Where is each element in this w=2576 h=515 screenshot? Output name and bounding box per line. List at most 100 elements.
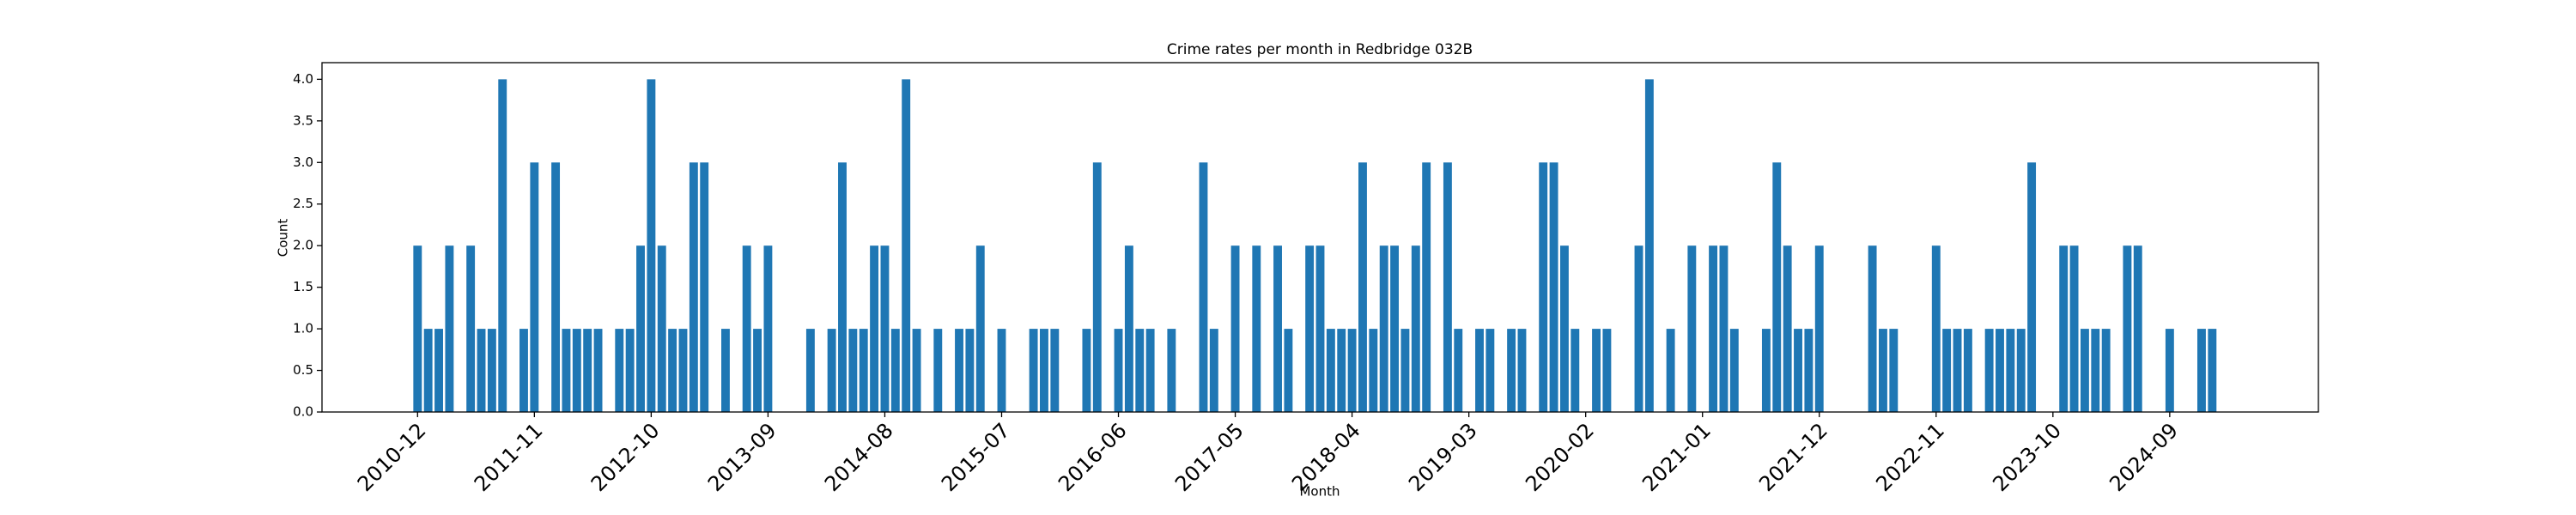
- bar: [2059, 245, 2069, 412]
- bar: [1539, 162, 1548, 413]
- bar: [1347, 329, 1357, 412]
- x-tick-label: 2020-02: [1521, 418, 1599, 496]
- bar: [1996, 329, 2004, 412]
- bar: [2016, 329, 2026, 412]
- x-tick-label: 2021-01: [1637, 418, 1716, 496]
- bar: [1230, 245, 1240, 412]
- x-tick-label: 2021-12: [1754, 418, 1832, 496]
- bar: [1252, 245, 1261, 412]
- bar: [1592, 329, 1601, 412]
- bar: [477, 329, 486, 412]
- bar: [2069, 245, 2079, 412]
- bar: [1889, 329, 1899, 412]
- y-tick-label: 4.0: [293, 71, 313, 87]
- bar: [615, 329, 624, 412]
- bar: [1666, 329, 1675, 412]
- bar: [1794, 329, 1802, 412]
- bar: [1485, 329, 1495, 412]
- bar: [870, 245, 879, 412]
- bar: [1953, 329, 1962, 412]
- bar: [2197, 329, 2206, 412]
- bar: [1634, 245, 1643, 412]
- bar: [1358, 162, 1367, 413]
- bar: [1145, 329, 1155, 412]
- bar: [413, 245, 422, 412]
- x-tick-label: 2010-12: [353, 418, 431, 496]
- bar: [647, 79, 656, 412]
- bar: [848, 329, 858, 412]
- bar: [838, 162, 847, 413]
- bar: [1984, 329, 1994, 412]
- bar: [1549, 162, 1558, 413]
- bar: [1135, 329, 1145, 412]
- x-tick-label: 2016-06: [1054, 418, 1132, 496]
- bar: [2208, 329, 2217, 412]
- x-tick-label: 2011-11: [470, 418, 548, 496]
- bar: [965, 329, 975, 412]
- bar: [827, 329, 836, 412]
- bar: [1114, 329, 1123, 412]
- bar: [1761, 329, 1771, 412]
- bar: [1783, 245, 1792, 412]
- bar: [1029, 329, 1038, 412]
- bar: [1040, 329, 1048, 412]
- bar: [583, 329, 592, 412]
- bar: [763, 245, 773, 412]
- x-tick-label: 2019-03: [1404, 418, 1482, 496]
- bar: [1305, 245, 1315, 412]
- bar: [955, 329, 963, 412]
- x-tick-label: 2022-11: [1871, 418, 1949, 496]
- bar: [1422, 162, 1431, 413]
- y-axis-label: Count: [276, 219, 291, 258]
- bar: [1772, 162, 1782, 413]
- bar: [1390, 245, 1400, 412]
- bar: [487, 329, 496, 412]
- bar: [1879, 329, 1887, 412]
- bar: [753, 329, 762, 412]
- y-tick-label: 2.0: [293, 238, 313, 253]
- bar: [1709, 245, 1718, 412]
- bar: [1719, 245, 1728, 412]
- bar: [2091, 329, 2100, 412]
- bar: [466, 245, 476, 412]
- y-tick-label: 0.5: [293, 362, 313, 378]
- x-tick-label: 2012-10: [586, 418, 665, 496]
- bar: [975, 245, 985, 412]
- bar: [1273, 245, 1282, 412]
- bar: [1369, 329, 1378, 412]
- y-tick-label: 0.0: [293, 404, 313, 420]
- bar: [1868, 245, 1877, 412]
- bar: [1559, 245, 1569, 412]
- bar: [1092, 162, 1102, 413]
- bar: [551, 162, 561, 413]
- bar: [1315, 245, 1325, 412]
- y-tick-label: 1.0: [293, 321, 313, 336]
- bar: [1411, 245, 1420, 412]
- y-tick-label: 2.5: [293, 196, 313, 211]
- bar: [1124, 245, 1133, 412]
- bar: [912, 329, 921, 412]
- chart-title: Crime rates per month in Redbridge 032B: [1167, 41, 1473, 58]
- bar: [530, 162, 539, 413]
- y-tick-label: 1.5: [293, 279, 313, 294]
- bar: [2123, 245, 2132, 412]
- bar: [498, 79, 507, 412]
- bar: [902, 79, 911, 412]
- y-tick-label: 3.5: [293, 112, 313, 128]
- bar: [572, 329, 581, 412]
- bar: [997, 329, 1006, 412]
- bar: [1644, 79, 1654, 412]
- x-tick-label: 2015-07: [937, 418, 1015, 496]
- x-tick-label: 2024-09: [2105, 418, 2183, 496]
- x-tick-label: 2014-08: [820, 418, 898, 496]
- bar: [1963, 329, 1972, 412]
- bar: [1687, 245, 1697, 412]
- bar: [1475, 329, 1484, 412]
- bar: [1337, 329, 1346, 412]
- bar: [519, 329, 528, 412]
- bar: [1326, 329, 1335, 412]
- bar: [636, 245, 645, 412]
- bar: [689, 162, 698, 413]
- bar: [1167, 329, 1176, 412]
